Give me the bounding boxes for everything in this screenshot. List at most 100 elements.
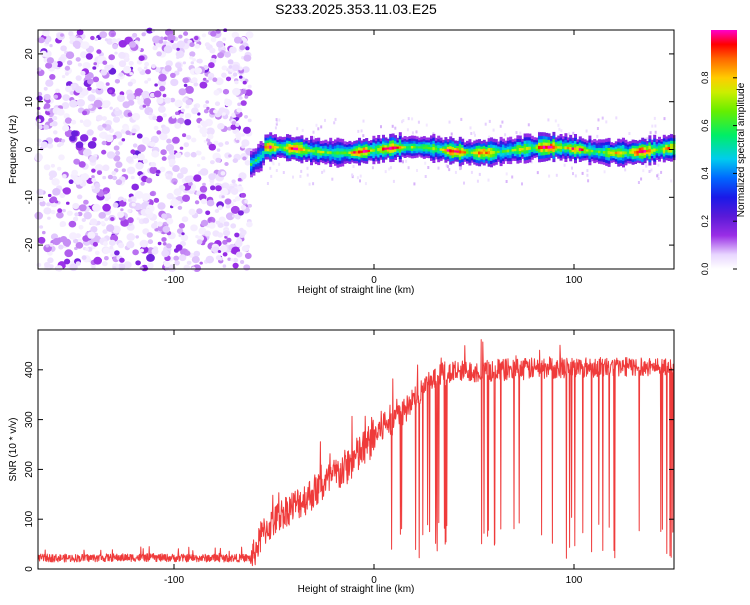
spectrogram-cell bbox=[331, 153, 335, 157]
spectrogram-cell bbox=[314, 160, 318, 165]
spectrogram-cell bbox=[281, 145, 285, 149]
spectrogram-cell bbox=[293, 139, 297, 143]
spectrogram-cell bbox=[374, 140, 378, 144]
spectrogram-cell bbox=[127, 217, 134, 224]
spectrogram-cell bbox=[490, 156, 493, 161]
spectrogram-cell bbox=[478, 162, 481, 167]
spectrogram-cell bbox=[586, 144, 589, 148]
spectrogram-cell bbox=[298, 141, 301, 146]
spectrogram-cell bbox=[552, 158, 556, 163]
spectrogram-cell bbox=[64, 249, 73, 258]
spectrogram-cell bbox=[444, 156, 448, 160]
spectrogram-cell bbox=[213, 89, 220, 96]
spectrogram-cell bbox=[631, 147, 635, 152]
spectrogram-cell bbox=[439, 157, 443, 161]
spectrogram-cell bbox=[62, 174, 67, 179]
spectrogram-cell bbox=[590, 147, 594, 150]
spectrogram-cell bbox=[46, 142, 54, 149]
spectrogram-cell bbox=[494, 147, 498, 151]
spectrogram-cell bbox=[641, 161, 645, 165]
spectrogram-cell bbox=[407, 166, 410, 170]
spectrogram-cell bbox=[61, 139, 66, 143]
spectrogram-cell bbox=[533, 148, 537, 152]
spectrogram-cell bbox=[166, 192, 174, 200]
spectrogram-cell bbox=[487, 153, 491, 158]
spectrogram-cell bbox=[47, 257, 54, 264]
spectrogram-cell bbox=[283, 143, 287, 147]
spectrogram-cell bbox=[310, 148, 313, 153]
spectrogram-cell bbox=[651, 124, 654, 128]
spectrogram-cell bbox=[617, 144, 621, 149]
spectrogram-cell bbox=[221, 195, 225, 199]
spectrogram-cell bbox=[559, 145, 563, 149]
spectrogram-cell bbox=[276, 120, 278, 124]
spectrogram-cell bbox=[526, 149, 529, 154]
spectrogram-cell bbox=[206, 127, 215, 136]
spectrogram-cell bbox=[554, 154, 558, 157]
spectrogram-cell bbox=[626, 155, 630, 159]
spectrogram-cell bbox=[413, 182, 416, 186]
spectrogram-cell bbox=[590, 140, 594, 144]
spectrogram-cell bbox=[588, 148, 592, 153]
spectrogram-cell bbox=[586, 146, 589, 150]
spectrogram-cell bbox=[102, 85, 109, 91]
spectrogram-cell bbox=[338, 153, 342, 158]
spectrogram-cell bbox=[137, 98, 145, 106]
spectrogram-cell bbox=[262, 157, 265, 161]
spectrogram-cell bbox=[521, 156, 525, 159]
spectrogram-cell bbox=[281, 137, 285, 140]
spectrogram-cell bbox=[566, 155, 570, 159]
spectrogram-cell bbox=[175, 152, 182, 159]
spectrogram-cell bbox=[547, 136, 551, 140]
spectrogram-cell bbox=[586, 150, 589, 154]
spectrogram-cell bbox=[183, 142, 189, 148]
spectrogram-cell bbox=[403, 140, 407, 144]
spectrogram-cell bbox=[209, 181, 215, 187]
spectrogram-cell bbox=[547, 145, 551, 149]
spectrogram-cell bbox=[442, 150, 445, 153]
spectrogram-cell bbox=[410, 152, 414, 156]
spectrogram-cell bbox=[442, 139, 445, 143]
spectrogram-cell bbox=[523, 153, 527, 158]
spectrogram-cell bbox=[658, 139, 661, 143]
spectrogram-cell bbox=[135, 96, 140, 101]
spectrogram-cell bbox=[143, 98, 152, 105]
spectrogram-cell bbox=[191, 137, 197, 143]
spectrogram-cell bbox=[283, 136, 287, 140]
spectrogram-cell bbox=[178, 88, 187, 96]
spectrogram-cell bbox=[614, 156, 618, 160]
spectrogram-cell bbox=[92, 203, 101, 212]
spectrogram-cell bbox=[653, 141, 657, 146]
spectrogram-cell bbox=[533, 152, 537, 156]
spectrogram-cell bbox=[422, 143, 426, 147]
spectrogram-cell bbox=[293, 149, 297, 153]
spectrogram-cell bbox=[650, 146, 654, 150]
snr-frame bbox=[37, 329, 675, 570]
spectrogram-cell bbox=[64, 72, 69, 76]
spectrogram-cell bbox=[394, 126, 397, 130]
spectrogram-cell bbox=[646, 151, 649, 155]
spectrogram-cell bbox=[410, 135, 414, 139]
spectrogram-cell bbox=[398, 151, 402, 156]
spectrogram-cell bbox=[569, 157, 573, 162]
spectrogram-cell bbox=[181, 216, 189, 223]
spectrogram-cell bbox=[73, 158, 81, 165]
spectrogram-cell bbox=[182, 61, 187, 65]
spectrogram-cell bbox=[665, 136, 669, 140]
spectrogram-cell bbox=[194, 67, 202, 75]
spectrogram-cell bbox=[278, 145, 282, 149]
spectrogram-cell bbox=[56, 108, 65, 116]
spectrogram-cell bbox=[466, 153, 469, 157]
spectrogram-cell bbox=[355, 147, 359, 151]
spectrogram-cell bbox=[310, 139, 313, 143]
spectrogram-cell bbox=[655, 148, 659, 151]
spectrogram-cell bbox=[480, 141, 484, 145]
spectrogram-cell bbox=[530, 146, 534, 150]
spectrogram-cell bbox=[355, 155, 359, 159]
spectrogram-cell bbox=[98, 132, 105, 138]
spectrogram-cell bbox=[314, 152, 318, 156]
spectrogram-cell bbox=[516, 141, 520, 146]
spectrogram-cell bbox=[164, 173, 169, 177]
